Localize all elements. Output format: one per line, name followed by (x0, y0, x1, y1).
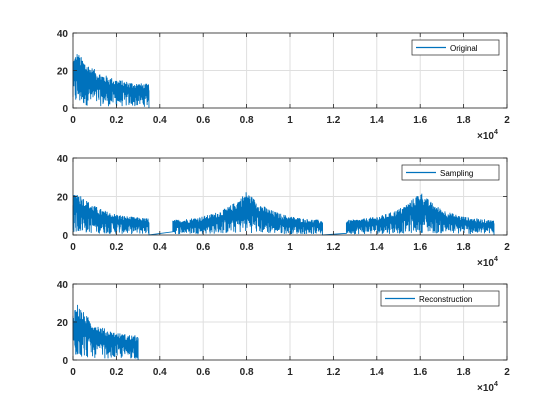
x-exponent-label: ×104 (477, 381, 498, 394)
x-tick-label: 1 (287, 367, 293, 378)
legend-box (401, 164, 500, 181)
x-tick-label: 1.6 (413, 367, 427, 378)
x-tick-label: 0.6 (196, 115, 210, 126)
x-tick-label: 0.2 (109, 367, 123, 378)
x-tick-label: 1.6 (413, 115, 427, 126)
x-tick-label: 0 (70, 242, 76, 253)
legend: Original (411, 39, 500, 56)
legend-label: Original (450, 44, 478, 53)
series-line (72, 192, 495, 236)
y-tick-label: 20 (57, 67, 69, 78)
x-tick-label: 1.6 (413, 242, 427, 253)
x-tick-label: 0 (70, 115, 76, 126)
y-tick-label: 0 (62, 231, 68, 242)
x-tick-label: 0.4 (153, 242, 167, 253)
x-tick-label: 2 (504, 242, 510, 253)
legend-label: Sampling (440, 169, 473, 178)
y-tick-label: 20 (57, 193, 69, 204)
series-line (72, 304, 139, 360)
x-tick-label: 1.8 (457, 367, 471, 378)
x-tick-label: 1.2 (326, 367, 340, 378)
subplot-2: 0 0.2 0.4 0.6 0.8 1 1.2 1.4 1.6 1.8 202040×104Samp… (57, 154, 510, 269)
legend-label: Reconstruction (419, 295, 472, 304)
x-tick-label: 0.2 (109, 242, 123, 253)
subplot-3: 0 0.2 0.4 0.6 0.8 1 1.2 1.4 1.6 1.8 202040×104Reco… (57, 280, 510, 394)
x-tick-label: 1.8 (457, 242, 471, 253)
x-exponent-label: ×104 (477, 256, 498, 269)
x-tick-label: 0.8 (240, 115, 254, 126)
x-tick-label: 0.4 (153, 115, 167, 126)
x-tick-label: 0.8 (240, 367, 254, 378)
y-tick-label: 0 (62, 104, 68, 115)
legend: Sampling (401, 164, 500, 181)
x-tick-label: 1 (287, 115, 293, 126)
x-tick-label: 0.6 (196, 242, 210, 253)
x-tick-label: 1.2 (326, 115, 340, 126)
y-tick-label: 0 (62, 356, 68, 367)
x-tick-label: 1.4 (370, 242, 384, 253)
y-tick-label: 40 (57, 280, 69, 291)
x-tick-label: 0.2 (109, 115, 123, 126)
x-tick-label: 0.8 (240, 242, 254, 253)
x-exponent-label: ×104 (477, 129, 498, 142)
x-tick-label: 0 (70, 367, 76, 378)
legend-box (380, 290, 500, 307)
x-tick-label: 2 (504, 367, 510, 378)
y-tick-label: 20 (57, 318, 69, 329)
x-tick-label: 0.4 (153, 367, 167, 378)
x-tick-label: 1.8 (457, 115, 471, 126)
x-tick-label: 0.6 (196, 367, 210, 378)
series-line (72, 54, 150, 108)
x-tick-label: 1.2 (326, 242, 340, 253)
legend: Reconstruction (380, 290, 500, 307)
x-tick-label: 1 (287, 242, 293, 253)
x-tick-label: 1.4 (370, 367, 384, 378)
x-tick-label: 2 (504, 115, 510, 126)
x-tick-label: 1.4 (370, 115, 384, 126)
legend-box (411, 39, 500, 56)
y-tick-label: 40 (57, 154, 69, 165)
subplot-1: 0 0.2 0.4 0.6 0.8 1 1.2 1.4 1.6 1.8 202040×104Orig… (57, 29, 510, 142)
y-tick-label: 40 (57, 29, 69, 40)
